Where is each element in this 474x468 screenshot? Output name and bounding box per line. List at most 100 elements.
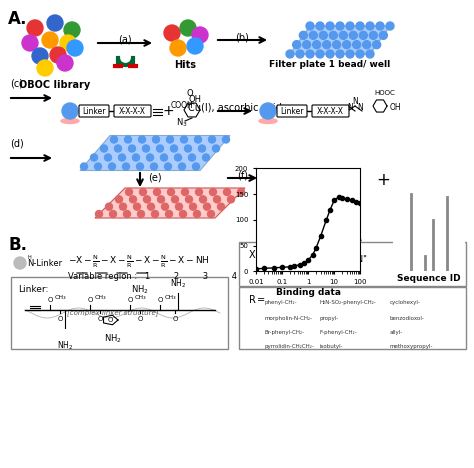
Text: pyrrolidin-CH₂CH₂-: pyrrolidin-CH₂CH₂- — [265, 344, 315, 349]
Text: Linker: Linker — [280, 107, 304, 116]
Circle shape — [192, 163, 200, 170]
Circle shape — [199, 145, 206, 152]
Polygon shape — [290, 26, 390, 54]
Circle shape — [326, 22, 334, 30]
Circle shape — [339, 31, 347, 39]
Circle shape — [359, 31, 367, 39]
Circle shape — [147, 203, 155, 210]
Circle shape — [343, 41, 351, 49]
Circle shape — [171, 145, 177, 152]
Circle shape — [174, 154, 182, 161]
Circle shape — [164, 25, 180, 41]
Circle shape — [47, 15, 63, 31]
Circle shape — [313, 41, 321, 49]
Circle shape — [184, 145, 191, 152]
Circle shape — [143, 145, 149, 152]
Circle shape — [42, 32, 58, 48]
FancyBboxPatch shape — [239, 287, 466, 349]
Circle shape — [32, 48, 48, 64]
Circle shape — [379, 31, 387, 39]
Text: Cu(I), ascorbic acid: Cu(I), ascorbic acid — [188, 103, 282, 113]
Circle shape — [349, 31, 357, 39]
Circle shape — [316, 50, 324, 58]
Text: OH: OH — [389, 103, 401, 112]
Text: O: O — [173, 316, 178, 322]
Text: Linker:: Linker: — [18, 285, 48, 294]
Circle shape — [37, 60, 53, 76]
Text: CH₃: CH₃ — [165, 295, 177, 300]
Text: propyl-: propyl- — [320, 316, 339, 321]
Circle shape — [126, 189, 133, 196]
Circle shape — [125, 136, 131, 143]
Text: methoxypropyl-: methoxypropyl- — [390, 344, 434, 349]
Text: $\mathrm{NH_2}$: $\mathrm{NH_2}$ — [57, 340, 73, 352]
Text: "R": "R" — [313, 255, 327, 264]
Circle shape — [310, 31, 317, 39]
Circle shape — [366, 22, 374, 30]
Circle shape — [106, 203, 112, 210]
Text: D$_3$C D: D$_3$C D — [306, 231, 330, 243]
Text: O: O — [261, 230, 269, 240]
Circle shape — [181, 136, 188, 143]
Text: X-X-X-X: X-X-X-X — [118, 107, 146, 116]
Circle shape — [323, 41, 331, 49]
Circle shape — [187, 38, 203, 54]
Circle shape — [213, 196, 220, 203]
Circle shape — [14, 257, 26, 269]
FancyBboxPatch shape — [312, 105, 349, 117]
Circle shape — [195, 189, 202, 196]
Text: "S": "S" — [269, 255, 282, 264]
Circle shape — [122, 163, 129, 170]
FancyBboxPatch shape — [79, 105, 109, 117]
Circle shape — [116, 196, 122, 203]
Circle shape — [356, 22, 364, 30]
Text: CH₃: CH₃ — [95, 295, 107, 300]
Text: O: O — [87, 297, 93, 303]
Circle shape — [319, 31, 328, 39]
FancyBboxPatch shape — [277, 105, 307, 117]
Circle shape — [100, 145, 108, 152]
Circle shape — [151, 163, 157, 170]
Circle shape — [353, 41, 361, 49]
Circle shape — [165, 211, 173, 218]
Circle shape — [329, 31, 337, 39]
Circle shape — [366, 50, 374, 58]
Circle shape — [115, 145, 121, 152]
Text: Variable region :   1         2         3         4: Variable region : 1 2 3 4 — [68, 272, 237, 281]
Circle shape — [182, 189, 189, 196]
Circle shape — [306, 22, 314, 30]
Circle shape — [306, 50, 314, 58]
Text: HOOC: HOOC — [374, 90, 395, 96]
Circle shape — [175, 203, 182, 210]
Text: N: N — [347, 103, 353, 112]
Circle shape — [64, 22, 80, 38]
Text: O: O — [157, 297, 163, 303]
Text: "N": "N" — [353, 255, 367, 264]
Circle shape — [333, 41, 341, 49]
Circle shape — [109, 211, 117, 218]
Text: O: O — [107, 317, 113, 323]
Circle shape — [124, 211, 130, 218]
Circle shape — [228, 196, 235, 203]
Ellipse shape — [259, 118, 277, 124]
Ellipse shape — [61, 118, 79, 124]
Circle shape — [260, 103, 276, 119]
Circle shape — [146, 154, 154, 161]
Text: B.: B. — [8, 236, 27, 254]
Circle shape — [180, 20, 196, 36]
Circle shape — [189, 154, 195, 161]
Circle shape — [134, 203, 140, 210]
Text: (c): (c) — [10, 78, 23, 88]
Circle shape — [300, 31, 307, 39]
Circle shape — [292, 41, 301, 49]
Circle shape — [128, 145, 136, 152]
Circle shape — [180, 211, 186, 218]
Text: COOH: COOH — [171, 101, 193, 110]
Circle shape — [129, 196, 137, 203]
Circle shape — [185, 196, 192, 203]
Circle shape — [224, 189, 230, 196]
Circle shape — [133, 154, 139, 161]
Text: A.: A. — [8, 10, 27, 28]
Text: H₂N-SO₂-phenyl-CH₂-: H₂N-SO₂-phenyl-CH₂- — [320, 300, 377, 305]
Circle shape — [373, 41, 381, 49]
